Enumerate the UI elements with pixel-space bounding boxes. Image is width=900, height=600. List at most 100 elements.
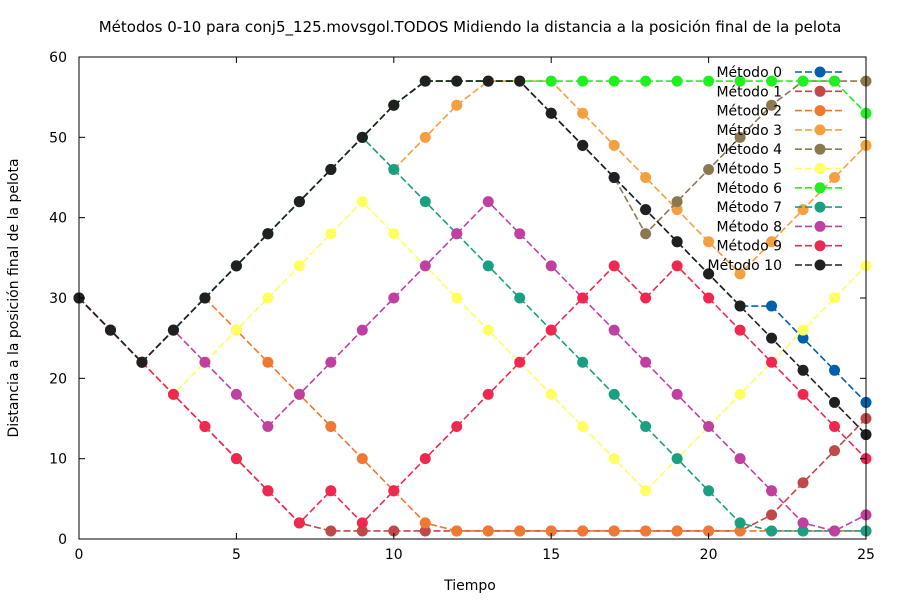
series-line: [78, 136, 866, 532]
data-point: [388, 99, 400, 111]
series-line: [78, 264, 867, 525]
series-line: [78, 200, 867, 532]
y-tick-label: 30: [49, 291, 67, 307]
legend-swatch-point: [814, 220, 826, 232]
data-point: [199, 292, 211, 304]
x-tick-label: 10: [385, 547, 403, 563]
data-point: [671, 75, 683, 87]
data-point: [356, 525, 368, 537]
data-point: [482, 196, 494, 208]
data-point: [829, 292, 841, 304]
legend-swatch-point: [814, 182, 826, 194]
data-point: [451, 525, 463, 537]
data-point: [608, 260, 620, 272]
plot-series: [73, 75, 872, 537]
series-line: [78, 200, 867, 492]
data-point: [797, 324, 809, 336]
data-point: [419, 517, 431, 529]
data-point: [797, 477, 809, 489]
data-point: [451, 292, 463, 304]
data-point: [167, 388, 179, 400]
data-point: [388, 292, 400, 304]
series-line: [78, 296, 866, 532]
data-point: [419, 75, 431, 87]
data-point: [293, 517, 305, 529]
data-point: [577, 421, 589, 433]
data-point: [797, 388, 809, 400]
data-point: [797, 75, 809, 87]
legend-swatch-point: [814, 259, 826, 271]
y-tick-label: 40: [49, 211, 67, 227]
data-point: [829, 172, 841, 183]
data-point: [545, 75, 557, 87]
axis-ticks: 0 5 10 15 20 25 0 10 20 30 40 50 60: [49, 50, 875, 563]
data-point: [766, 356, 778, 368]
legend-label: Método 7: [716, 200, 782, 216]
y-tick-label: 60: [49, 50, 67, 66]
data-point: [577, 356, 589, 368]
data-point: [734, 268, 746, 280]
legend-label: Método 8: [716, 219, 782, 235]
data-point: [262, 421, 274, 433]
data-point: [766, 75, 778, 87]
data-point: [419, 525, 431, 537]
data-point: [545, 324, 557, 336]
data-point: [356, 453, 368, 465]
data-point: [482, 75, 494, 87]
legend-item: Método 2: [716, 104, 845, 120]
x-tick-label: 5: [232, 547, 241, 563]
data-point: [766, 485, 778, 497]
data-point: [703, 485, 715, 497]
data-point: [388, 525, 400, 537]
data-point: [734, 324, 746, 336]
data-point: [388, 163, 400, 175]
legend-swatch-point: [814, 163, 826, 174]
data-point: [608, 525, 620, 537]
data-point: [577, 107, 589, 119]
series-10: [73, 75, 872, 441]
data-point: [640, 228, 652, 240]
data-point: [230, 260, 242, 272]
legend-swatch-point: [814, 124, 826, 136]
data-point: [640, 485, 652, 497]
data-point: [545, 388, 557, 400]
legend-label: Método 1: [716, 84, 782, 100]
legend-item: Método 0: [716, 65, 845, 81]
data-point: [640, 421, 652, 433]
data-point: [482, 525, 494, 537]
data-point: [608, 172, 620, 183]
legend-item: Método 9: [716, 239, 845, 255]
data-point: [734, 388, 746, 400]
data-point: [451, 421, 463, 433]
data-point: [734, 131, 746, 143]
data-point: [703, 236, 715, 248]
data-point: [514, 75, 526, 87]
legend-label: Método 3: [716, 123, 782, 139]
legend-swatch-point: [814, 201, 826, 213]
data-point: [640, 356, 652, 368]
series-9: [73, 260, 872, 529]
data-point: [671, 236, 683, 248]
data-point: [545, 525, 557, 537]
data-point: [671, 260, 683, 272]
legend-label: Método 9: [716, 239, 782, 255]
data-point: [703, 75, 715, 87]
data-point: [356, 324, 368, 336]
data-point: [451, 99, 463, 111]
x-axis-label: Tiempo: [443, 578, 496, 594]
y-tick-label: 50: [49, 130, 67, 146]
data-point: [262, 228, 274, 240]
legend-item: Método 10: [708, 258, 845, 274]
legend-label: Método 0: [716, 65, 782, 81]
data-point: [262, 292, 274, 304]
y-tick-label: 10: [49, 452, 67, 468]
data-point: [293, 196, 305, 208]
legend-swatch-point: [814, 105, 826, 117]
data-point: [325, 485, 337, 497]
data-point: [703, 268, 715, 280]
data-point: [167, 324, 179, 336]
legend-label: Método 4: [716, 142, 782, 158]
data-point: [545, 107, 557, 119]
data-point: [419, 453, 431, 465]
legend-item: Método 1: [716, 84, 845, 100]
